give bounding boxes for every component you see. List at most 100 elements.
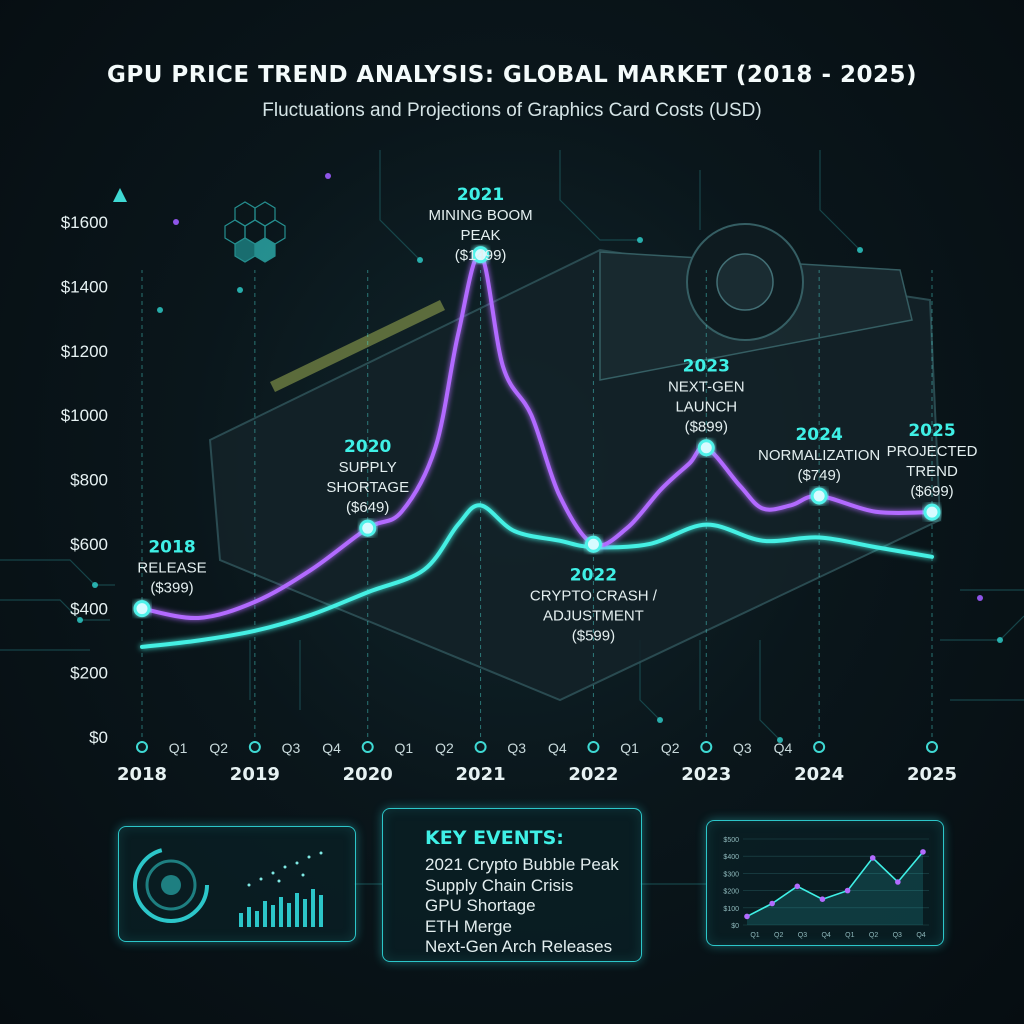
annotation-label: ($399) [150, 580, 193, 597]
mini-line [746, 851, 924, 918]
year-tick-marker [474, 741, 487, 753]
annotation-label: NORMALIZATION [758, 447, 880, 464]
y-tick-label: $1000 [61, 406, 108, 425]
mini-x-tick: Q3 [893, 932, 902, 939]
annotation-label: ($749) [797, 467, 840, 484]
annotation-label: LAUNCH [675, 399, 737, 416]
mini-y-tick: $500 [723, 837, 739, 844]
x-quarter-label: Q3 [733, 740, 752, 756]
x-year-label: 2019 [230, 764, 280, 785]
x-year-label: 2018 [117, 764, 167, 785]
mini-point [819, 896, 826, 902]
annotation-label: MINING BOOM [428, 207, 532, 224]
y-tick-label: $1600 [61, 213, 108, 232]
key-event-item: 2021 Crypto Bubble Peak [425, 855, 619, 874]
year-tick-marker [813, 741, 826, 753]
x-quarter-label: Q2 [435, 740, 454, 756]
mini-x-tick: Q2 [774, 932, 783, 939]
year-tick-marker [136, 741, 148, 753]
key-event-item: Supply Chain Crisis [425, 875, 574, 895]
y-tick-label: $600 [70, 535, 108, 554]
mini-y-tick: $100 [723, 906, 739, 913]
x-quarter-label: Q4 [322, 740, 341, 756]
annotation-label: SHORTAGE [326, 479, 409, 496]
annotation-label: SUPPLY [339, 459, 397, 476]
mini-area [747, 851, 923, 925]
gauge-panel [118, 826, 356, 942]
annotation-label: ($899) [685, 419, 728, 436]
annotation-label: ($599) [572, 627, 615, 644]
series-line-2 [140, 503, 934, 649]
data-point [472, 246, 490, 264]
x-quarter-label: Q3 [282, 740, 301, 756]
annotation-label: TREND [906, 463, 958, 480]
x-quarter-label: Q3 [507, 740, 526, 756]
mini-x-tick: Q4 [821, 932, 830, 939]
x-year-label: 2023 [681, 764, 731, 785]
annotation-year: 2025 [908, 421, 955, 441]
annotation-year: 2024 [795, 425, 842, 445]
key-events-list: 2021 Crypto Bubble Peak Supply Chain Cri… [425, 855, 619, 958]
mini-y-tick: $0 [731, 923, 739, 930]
mini-chart: $500 $400 $300 $200 $100 $0 Q1 Q2 Q3 Q4 Q1 Q2 Q3 Q4 [723, 837, 929, 939]
mini-x-tick: Q4 [916, 932, 925, 939]
data-point [584, 535, 602, 553]
year-tick-marker [587, 741, 600, 753]
x-year-label: 2024 [794, 764, 844, 785]
data-point [359, 519, 377, 537]
x-year-label: 2020 [343, 764, 393, 785]
data-point [697, 439, 715, 457]
year-tick-marker [926, 741, 938, 753]
key-events-panel: KEY EVENTS: 2021 Crypto Bubble Peak Supp… [382, 808, 642, 962]
year-tick-marker [700, 741, 713, 753]
annotation-year: 2023 [683, 357, 730, 377]
chart-subtitle: Fluctuations and Projections of Graphics… [262, 100, 762, 121]
annotation-year: 2020 [344, 437, 391, 457]
x-quarter-label: Q1 [620, 740, 639, 756]
x-year-label: 2021 [456, 764, 506, 785]
mini-y-tick: $300 [723, 871, 739, 878]
y-axis-arrow [113, 188, 127, 202]
annotation-year: 2021 [457, 185, 504, 205]
y-tick-label: $1400 [61, 278, 108, 297]
chart-title: GPU PRICE TREND ANALYSIS: GLOBAL MARKET … [106, 62, 918, 88]
mini-x-tick: Q1 [750, 932, 759, 939]
annotation-label: ($699) [910, 483, 953, 500]
annotation-label: RELEASE [137, 560, 206, 577]
y-tick-label: $200 [70, 664, 108, 683]
year-tick-marker [248, 741, 261, 753]
mini-point [869, 855, 876, 861]
mini-point [920, 849, 926, 855]
x-quarter-label: Q1 [394, 740, 413, 756]
key-events-title: KEY EVENTS: [425, 827, 564, 849]
mini-x-tick: Q2 [869, 932, 878, 939]
mini-y-tick: $200 [723, 889, 739, 896]
x-year-label: 2025 [907, 764, 957, 785]
gauge-panel-graphic [133, 847, 323, 927]
annotation-label: ADJUSTMENT [543, 607, 644, 624]
gpu-card-illustration [208, 223, 942, 702]
annotation-year: 2018 [148, 538, 195, 558]
y-tick-label: $800 [70, 471, 108, 490]
data-point [923, 503, 941, 521]
mini-point [744, 913, 750, 920]
mini-point [769, 900, 775, 907]
annotation-label: PROJECTED [887, 443, 978, 460]
series-line-1 [140, 252, 934, 620]
y-tick-label: $0 [89, 728, 108, 747]
year-tick-marker [361, 741, 374, 753]
annotation-year: 2022 [570, 565, 617, 585]
data-point [133, 600, 151, 618]
x-year-label: 2022 [568, 764, 618, 785]
y-tick-label: $1200 [61, 342, 108, 361]
x-quarter-label: Q2 [661, 740, 680, 756]
annotation-label: ($1499) [455, 247, 507, 264]
annotation-label: ($649) [346, 499, 389, 516]
mini-point [895, 879, 901, 885]
mini-chart-panel: $500 $400 $300 $200 $100 $0 Q1 Q2 Q3 Q4 Q1 Q2 Q3 Q4 [706, 820, 944, 946]
x-quarter-label: Q2 [209, 740, 228, 756]
annotation-label: NEXT-GEN [668, 379, 745, 396]
key-event-item: GPU Shortage [425, 896, 536, 915]
